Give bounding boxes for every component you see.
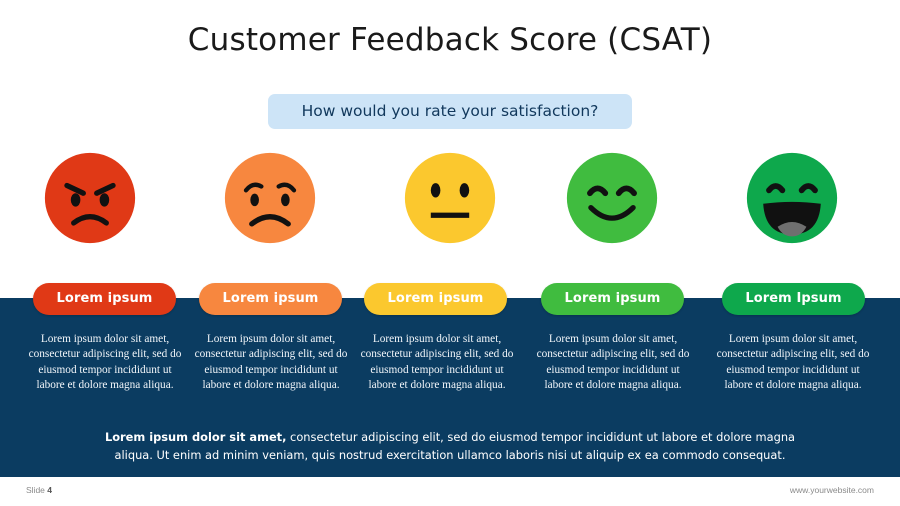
neutral-face-icon xyxy=(404,152,496,244)
sad-face-icon xyxy=(224,152,316,244)
website-url[interactable]: www.yourwebsite.com xyxy=(789,485,874,495)
rating-pill-3[interactable]: Lorem ipsum xyxy=(364,283,507,315)
rating-face-1[interactable] xyxy=(42,150,138,246)
rating-body-1: Lorem ipsum dolor sit amet, consectetur … xyxy=(28,333,182,392)
very-happy-face-icon xyxy=(746,152,838,244)
slide-number: 4 xyxy=(47,485,53,495)
rating-pill-4[interactable]: Lorem ipsum xyxy=(541,283,684,315)
slide-word: Slide xyxy=(26,485,45,495)
summary-paragraph: Lorem ipsum dolor sit amet, consectetur … xyxy=(88,428,812,464)
page-title: Customer Feedback Score (CSAT) xyxy=(187,22,713,58)
rating-face-5[interactable] xyxy=(744,150,840,246)
subtitle-container: How would you rate your satisfaction? xyxy=(0,94,900,129)
rating-pill-1[interactable]: Lorem ipsum xyxy=(33,283,176,315)
happy-face-icon xyxy=(566,152,658,244)
rating-pill-5[interactable]: Lorem Ipsum xyxy=(722,283,865,315)
rating-pill-2[interactable]: Lorem ipsum xyxy=(199,283,342,315)
footer: Slide 4 www.yourwebsite.com xyxy=(0,477,900,506)
navy-band xyxy=(0,298,900,477)
summary-lead: Lorem ipsum dolor sit amet, xyxy=(104,430,287,444)
rating-body-5: Lorem ipsum dolor sit amet, consectetur … xyxy=(716,333,870,392)
faces-row xyxy=(0,150,900,250)
rating-body-3: Lorem ipsum dolor sit amet, consectetur … xyxy=(360,333,514,392)
slide-number-label: Slide 4 xyxy=(26,485,52,495)
rating-body-2: Lorem ipsum dolor sit amet, consectetur … xyxy=(194,333,348,392)
subtitle-pill: How would you rate your satisfaction? xyxy=(267,94,633,129)
angry-face-icon xyxy=(44,152,136,244)
rating-face-2[interactable] xyxy=(222,150,318,246)
rating-face-4[interactable] xyxy=(564,150,660,246)
pill-labels-row: Lorem ipsum Lorem ipsum Lorem ipsum Lore… xyxy=(0,283,900,317)
body-columns-row: Lorem ipsum dolor sit amet, consectetur … xyxy=(0,332,900,418)
rating-face-3[interactable] xyxy=(402,150,498,246)
summary-rest: consectetur adipiscing elit, sed do eius… xyxy=(114,430,796,462)
rating-body-4: Lorem ipsum dolor sit amet, consectetur … xyxy=(536,333,690,392)
